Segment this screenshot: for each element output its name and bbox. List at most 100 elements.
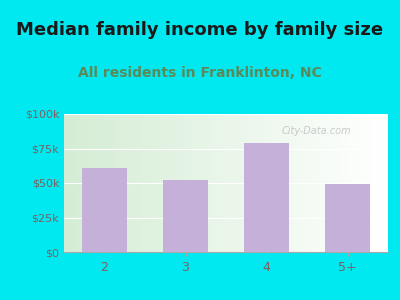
Bar xyxy=(249,114,252,252)
Bar xyxy=(300,114,304,252)
Bar xyxy=(103,114,106,252)
Bar xyxy=(314,114,317,252)
Bar xyxy=(232,114,236,252)
Bar xyxy=(64,114,67,252)
Bar xyxy=(126,114,129,252)
Bar xyxy=(255,114,258,252)
Bar xyxy=(365,114,368,252)
Bar xyxy=(352,114,356,252)
Bar xyxy=(288,114,291,252)
Bar xyxy=(378,114,382,252)
Bar xyxy=(262,114,265,252)
Text: City-Data.com: City-Data.com xyxy=(282,126,352,136)
Bar xyxy=(239,114,242,252)
Bar xyxy=(138,114,142,252)
Bar xyxy=(84,114,87,252)
Bar xyxy=(163,180,208,252)
Bar xyxy=(152,114,155,252)
Bar xyxy=(122,114,126,252)
Bar xyxy=(177,114,181,252)
Bar xyxy=(174,114,178,252)
Bar xyxy=(242,114,246,252)
Bar xyxy=(70,114,74,252)
Bar xyxy=(268,114,271,252)
Bar xyxy=(310,114,314,252)
Bar xyxy=(359,114,362,252)
Bar xyxy=(343,114,346,252)
Bar xyxy=(278,114,281,252)
Bar xyxy=(206,114,210,252)
Bar xyxy=(164,114,168,252)
Bar xyxy=(236,114,239,252)
Bar xyxy=(346,114,349,252)
Bar xyxy=(148,114,152,252)
Bar xyxy=(244,143,289,252)
Bar xyxy=(100,114,103,252)
Bar xyxy=(246,114,249,252)
Bar xyxy=(190,114,194,252)
Bar xyxy=(142,114,145,252)
Bar xyxy=(129,114,132,252)
Bar xyxy=(194,114,197,252)
Bar xyxy=(291,114,294,252)
Bar xyxy=(265,114,268,252)
Bar xyxy=(275,114,278,252)
Bar xyxy=(336,114,339,252)
Bar xyxy=(330,114,333,252)
Bar xyxy=(119,114,122,252)
Bar xyxy=(349,114,352,252)
Bar xyxy=(96,114,100,252)
Bar xyxy=(297,114,300,252)
Bar xyxy=(325,184,370,252)
Bar xyxy=(294,114,297,252)
Bar xyxy=(135,114,138,252)
Bar xyxy=(223,114,226,252)
Text: All residents in Franklinton, NC: All residents in Franklinton, NC xyxy=(78,66,322,80)
Bar xyxy=(356,114,359,252)
Bar xyxy=(339,114,343,252)
Bar xyxy=(168,114,171,252)
Bar xyxy=(210,114,213,252)
Bar xyxy=(184,114,187,252)
Bar xyxy=(77,114,80,252)
Bar xyxy=(333,114,336,252)
Bar xyxy=(93,114,96,252)
Bar xyxy=(372,114,375,252)
Bar xyxy=(181,114,184,252)
Bar xyxy=(132,114,135,252)
Bar xyxy=(385,114,388,252)
Bar xyxy=(216,114,220,252)
Bar xyxy=(109,114,113,252)
Bar xyxy=(67,114,70,252)
Bar xyxy=(116,114,119,252)
Bar xyxy=(323,114,326,252)
Bar xyxy=(271,114,275,252)
Bar xyxy=(304,114,307,252)
Bar xyxy=(226,114,229,252)
Bar xyxy=(113,114,116,252)
Text: Median family income by family size: Median family income by family size xyxy=(16,21,384,39)
Bar xyxy=(155,114,158,252)
Bar xyxy=(317,114,320,252)
Bar xyxy=(203,114,206,252)
Bar xyxy=(187,114,190,252)
Bar xyxy=(197,114,200,252)
Bar xyxy=(229,114,232,252)
Bar xyxy=(158,114,161,252)
Bar xyxy=(106,114,109,252)
Bar xyxy=(80,114,84,252)
Bar xyxy=(145,114,148,252)
Bar xyxy=(307,114,310,252)
Bar xyxy=(375,114,378,252)
Bar xyxy=(161,114,164,252)
Bar xyxy=(220,114,223,252)
Bar xyxy=(74,114,77,252)
Bar xyxy=(82,168,127,252)
Bar xyxy=(252,114,255,252)
Bar xyxy=(326,114,330,252)
Bar xyxy=(90,114,93,252)
Bar xyxy=(320,114,323,252)
Bar xyxy=(171,114,174,252)
Bar xyxy=(382,114,385,252)
Bar xyxy=(281,114,284,252)
